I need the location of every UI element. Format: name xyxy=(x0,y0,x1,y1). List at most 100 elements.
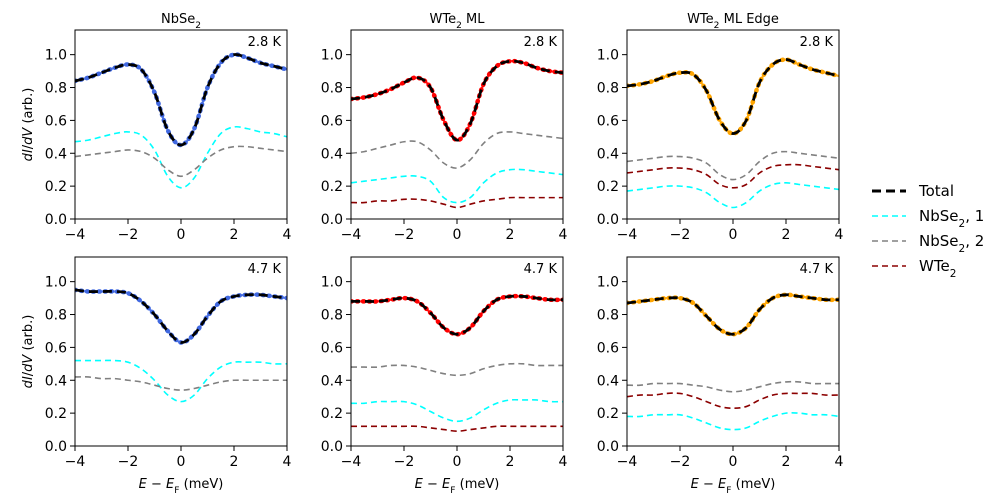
y-tick-label: 0.2 xyxy=(321,179,343,195)
series-line-nbse-1 xyxy=(351,398,563,423)
plot-area xyxy=(627,57,839,209)
y-tick-label: 0.6 xyxy=(321,340,343,356)
y-tick-label: 0.4 xyxy=(321,146,343,162)
x-tick-label: 4 xyxy=(559,227,568,243)
y-tick-label: 1.0 xyxy=(321,275,343,291)
legend-label: Total xyxy=(918,182,954,200)
x-tick-label: −2 xyxy=(118,227,139,243)
x-tick-label: −2 xyxy=(670,454,691,470)
series-data-trace xyxy=(75,288,287,344)
y-tick-label: 0.2 xyxy=(597,406,619,422)
y-tick-label: 0.6 xyxy=(321,113,343,129)
y-tick-label: 0.0 xyxy=(597,212,619,228)
series-data-line xyxy=(75,287,287,345)
y-tick-label: 0.8 xyxy=(597,308,619,324)
x-tick-label: 2 xyxy=(782,454,791,470)
series-line-total xyxy=(75,288,287,344)
temperature-label: 2.8 K xyxy=(800,35,834,50)
x-tick-label: 0 xyxy=(729,454,738,470)
x-tick-label: 2 xyxy=(506,227,515,243)
y-tick-label: 0.4 xyxy=(321,373,343,389)
y-tick-label: 0.2 xyxy=(321,406,343,422)
x-tick-label: −4 xyxy=(65,454,86,470)
series-data-trace xyxy=(351,59,563,142)
x-tick-label: −4 xyxy=(617,454,638,470)
y-tick-label: 0.0 xyxy=(321,439,343,455)
x-tick-label: −2 xyxy=(118,454,139,470)
plot-area xyxy=(75,287,287,403)
x-tick-label: 4 xyxy=(835,227,844,243)
temperature-label: 2.8 K xyxy=(248,35,282,50)
y-tick-label: 0.8 xyxy=(45,308,67,324)
x-axis-label: E − EF (meV) xyxy=(139,477,224,496)
y-tick-label: 0.6 xyxy=(597,340,619,356)
panel-3: −4 −2 0 2 4 0.0 0.2 0.4 0.6 0.8 1.0 WTe2 ML Edge 2.8… xyxy=(597,12,844,243)
temperature-label: 4.7 K xyxy=(524,262,558,277)
axes-frame xyxy=(350,29,564,220)
y-tick-label: 0.4 xyxy=(597,146,619,162)
series-line-wte- xyxy=(351,425,563,433)
series-line-nbse-2 xyxy=(627,380,839,393)
panel-4: −4 −2 0 2 4 0.0 0.2 0.4 0.6 0.8 1.0 4.7 K dI/dV (arb… xyxy=(21,256,292,496)
y-tick-label: 0.4 xyxy=(45,373,67,389)
series-line-total xyxy=(627,293,839,336)
axes-frame xyxy=(74,29,288,220)
x-tick-label: 4 xyxy=(283,454,292,470)
series-line-nbse-2 xyxy=(75,145,287,178)
x-tick-label: 4 xyxy=(835,454,844,470)
y-tick-label: 0.2 xyxy=(45,179,67,195)
series-line-total xyxy=(351,294,563,336)
x-tick-label: −2 xyxy=(394,227,415,243)
x-tick-label: −4 xyxy=(341,227,362,243)
panel-5: −4 −2 0 2 4 0.0 0.2 0.4 0.6 0.8 1.0 4.7 K E − EF (me… xyxy=(321,256,568,496)
series-line-nbse-2 xyxy=(627,150,839,181)
series-line-total xyxy=(627,58,839,135)
temperature-label: 4.7 K xyxy=(248,262,282,277)
x-tick-label: −2 xyxy=(394,454,415,470)
plot-area xyxy=(351,58,563,209)
y-tick-label: 0.0 xyxy=(45,212,67,228)
x-tick-label: 0 xyxy=(177,454,186,470)
series-line-wte- xyxy=(351,196,563,209)
axes-frame xyxy=(626,29,840,220)
series-line-nbse-2 xyxy=(351,362,563,377)
series-line-nbse-1 xyxy=(627,182,839,209)
x-tick-label: −4 xyxy=(617,227,638,243)
x-tick-label: −4 xyxy=(65,227,86,243)
series-line-nbse-1 xyxy=(75,359,287,403)
series-line-nbse-2 xyxy=(351,131,563,169)
series-data-line xyxy=(627,292,839,337)
axes-frame xyxy=(626,256,840,447)
panel-2: −4 −2 0 2 4 0.0 0.2 0.4 0.6 0.8 1.0 WTe2 ML 2.8 K xyxy=(321,12,568,243)
x-tick-label: 2 xyxy=(506,454,515,470)
axes-frame xyxy=(74,256,288,447)
series-line-nbse-2 xyxy=(75,376,287,391)
panel-6: −4 −2 0 2 4 0.0 0.2 0.4 0.6 0.8 1.0 4.7 K E − EF (me… xyxy=(597,256,844,496)
x-tick-label: 0 xyxy=(729,227,738,243)
y-tick-label: 0.8 xyxy=(45,81,67,97)
y-tick-label: 0.8 xyxy=(321,308,343,324)
legend-label: NbSe2, 2 xyxy=(919,232,984,255)
panel-title: WTe2 ML xyxy=(430,12,486,31)
y-tick-label: 0.0 xyxy=(321,212,343,228)
x-tick-label: 0 xyxy=(453,227,462,243)
y-tick-label: 0.2 xyxy=(597,179,619,195)
temperature-label: 4.7 K xyxy=(800,262,834,277)
series-line-nbse-1 xyxy=(75,125,287,189)
series-data-trace xyxy=(627,58,839,135)
x-axis-label: E − EF (meV) xyxy=(415,477,500,496)
y-tick-label: 0.2 xyxy=(45,406,67,422)
x-tick-label: 0 xyxy=(177,227,186,243)
panel-1: −4 −2 0 2 4 0.0 0.2 0.4 0.6 0.8 1.0 NbSe2 2.8 K dI/dV… xyxy=(21,12,292,243)
series-data-line xyxy=(75,52,287,148)
series-line-wte- xyxy=(627,392,839,410)
x-tick-label: 4 xyxy=(559,454,568,470)
x-tick-label: 2 xyxy=(782,227,791,243)
series-data-line xyxy=(627,57,839,136)
x-axis-label: E − EF (meV) xyxy=(691,477,776,496)
y-tick-label: 1.0 xyxy=(321,48,343,64)
plot-area xyxy=(75,52,287,189)
x-tick-label: −4 xyxy=(341,454,362,470)
